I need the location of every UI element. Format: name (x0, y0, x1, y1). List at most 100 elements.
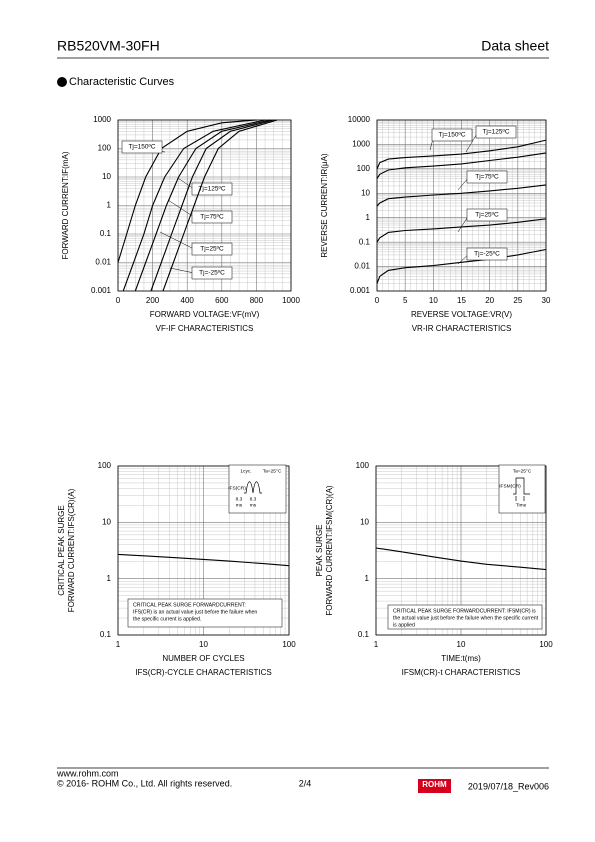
x-tick-label: 10 (199, 640, 208, 649)
plot-border (117, 465, 290, 636)
footer-site: www.rohm.com (56, 768, 119, 778)
x-tick-label: 600 (215, 296, 229, 305)
x-tick-label: 10 (429, 296, 438, 305)
label-box (191, 242, 233, 256)
x-tick-label: 200 (146, 296, 160, 305)
part-number: RB520VM-30FH (57, 38, 160, 54)
y-tick-label: 1 (365, 574, 370, 583)
inset-label: Time (516, 502, 527, 508)
y-tick-label: 10 (102, 172, 111, 181)
y-tick-label: 1 (366, 213, 371, 222)
y-tick-label: 0.001 (91, 286, 112, 295)
inset-label: Ta=25°C (263, 468, 282, 474)
x-axis-label: REVERSE VOLTAGE:VR(V) (411, 310, 512, 319)
x-tick-label: 1 (374, 640, 379, 649)
x-tick-label: 400 (181, 296, 195, 305)
inset-label: ms (236, 503, 243, 508)
note-text: CRITICAL PEAK SURGE FORWARDCURRENT: (133, 602, 246, 608)
note-text: CRITICAL PEAK SURGE FORWARDCURRENT: IFSM… (393, 608, 536, 614)
y-tick-label: 100 (357, 164, 371, 173)
inset-label: IFS(CR) (228, 485, 246, 491)
y-tick-label: 10000 (348, 115, 371, 124)
doc-type: Data sheet (481, 38, 549, 54)
x-tick-label: 10 (457, 640, 466, 649)
x-axis-label: TIME:t(ms) (441, 654, 481, 663)
note-box (387, 604, 543, 630)
data-line (162, 119, 278, 292)
series-label: Tj=-25ºC (474, 251, 500, 258)
y-tick-label: 100 (98, 144, 112, 153)
label-box (475, 125, 517, 139)
inset-box (228, 464, 287, 514)
series-label: Tj=125ºC (482, 129, 509, 136)
label-box (431, 128, 473, 142)
x-tick-label: 20 (485, 296, 494, 305)
x-axis-label: FORWARD VOLTAGE:VF(mV) (150, 310, 260, 319)
plot-border (375, 465, 547, 636)
y-axis-label: REVERSE CURRENT:IR(μA) (320, 153, 329, 258)
label-box (191, 266, 233, 280)
label-box (121, 140, 163, 154)
chart-title: IFS(CR)-CYCLE CHARACTERISTICS (135, 668, 271, 677)
y-tick-label: 1 (107, 574, 112, 583)
data-line (375, 547, 547, 571)
note-box (127, 598, 283, 628)
inset-label: IFSM(CR) (499, 483, 521, 489)
data-line (376, 218, 547, 243)
data-line (117, 553, 290, 567)
series-label: Tj=75ºC (475, 174, 499, 181)
y-axis-label: FORWARD CURRENT:IFSM(CR)(A) (325, 485, 334, 616)
label-box (466, 247, 508, 261)
leader-line (169, 267, 195, 274)
y-tick-label: 1000 (352, 140, 370, 149)
x-tick-label: 1000 (282, 296, 300, 305)
data-line (376, 139, 547, 170)
logo: ROHM (422, 780, 447, 789)
y-tick-label: 1 (107, 201, 112, 210)
series-label: Tj=25ºC (200, 246, 224, 253)
revision: 2019/07/18_Rev006 (468, 781, 549, 791)
inset-label: 8.3 (236, 496, 243, 502)
inset-label: 8.3 (250, 496, 257, 502)
x-tick-label: 0 (375, 296, 380, 305)
x-tick-label: 1 (116, 640, 121, 649)
note-text: IFS(CR) is an actual value just before t… (133, 609, 257, 615)
data-line (134, 119, 271, 292)
y-tick-label: 0.1 (100, 229, 112, 238)
chart-title: VR-IR CHARACTERISTICS (412, 324, 512, 333)
y-tick-label: 0.01 (95, 258, 111, 267)
note-text: is applied (393, 622, 415, 628)
data-line (376, 184, 547, 207)
y-tick-label: 10 (361, 188, 370, 197)
y-tick-label: 1000 (93, 115, 111, 124)
series-label: Tj=150ºC (128, 144, 155, 151)
x-axis-label: NUMBER OF CYCLES (162, 654, 244, 663)
x-tick-label: 100 (539, 640, 553, 649)
label-box (191, 182, 233, 196)
x-tick-label: 25 (513, 296, 522, 305)
y-axis-label: PEAK SURGE (315, 524, 324, 576)
y-axis-label: FORWARD CURRENT:IFS(CR)(A) (67, 488, 76, 612)
note-text: the actual value just before the failure… (393, 615, 539, 621)
y-tick-label: 10 (102, 517, 111, 526)
y-tick-label: 100 (356, 461, 370, 470)
data-line (117, 119, 257, 263)
plot-border (117, 119, 292, 292)
y-tick-label: 0.1 (359, 237, 371, 246)
y-axis-label: CRITICAL PEAK SURGE (57, 505, 66, 595)
series-label: Tj=75ºC (200, 214, 224, 221)
note-text: the specific current is applied. (133, 616, 201, 622)
series-label: Tj=-25ºC (199, 270, 225, 277)
label-box (191, 210, 233, 224)
label-box (466, 208, 508, 222)
y-tick-label: 0.1 (358, 630, 370, 639)
series-label: Tj=25ºC (475, 212, 499, 219)
x-tick-label: 5 (403, 296, 408, 305)
y-tick-label: 0.1 (100, 630, 112, 639)
inset-waveform (244, 481, 262, 494)
data-line (150, 119, 274, 292)
x-tick-label: 800 (250, 296, 264, 305)
y-tick-label: 100 (98, 461, 112, 470)
series-label: Tj=125ºC (198, 186, 225, 193)
page-number: 2/4 (299, 778, 312, 788)
